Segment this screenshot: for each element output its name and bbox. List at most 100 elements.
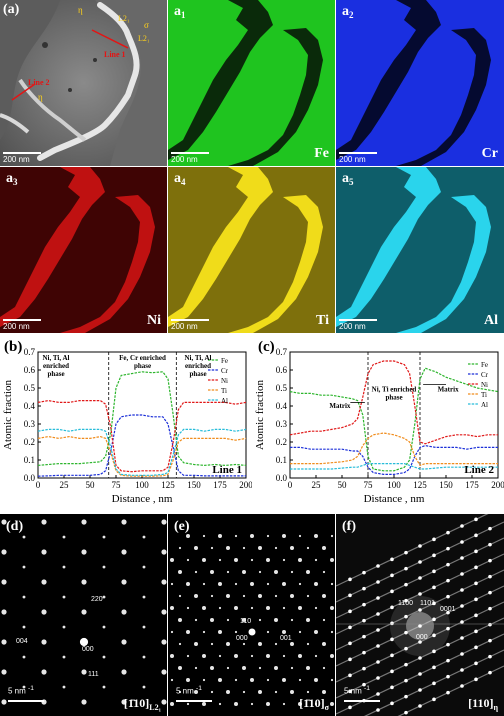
diffraction-spot xyxy=(418,624,422,628)
diffraction-spot xyxy=(488,558,492,563)
element-label-ti: Ti xyxy=(316,313,329,328)
diffraction-spot xyxy=(418,640,422,644)
diffraction-spot xyxy=(248,628,256,636)
diffraction-spot xyxy=(258,546,262,550)
diffraction-spot xyxy=(488,606,492,611)
diffraction-spot xyxy=(194,642,198,646)
y-tick-label: 0.4 xyxy=(24,401,36,411)
legend-label-fe: Fe xyxy=(221,357,228,365)
x-axis-label: Distance , nm xyxy=(112,493,173,505)
diffraction-spot xyxy=(348,593,352,598)
scale-bar xyxy=(8,700,44,702)
diffraction-spot xyxy=(404,630,408,635)
diffraction-spot xyxy=(170,630,174,634)
legend-label-ti: Ti xyxy=(221,387,227,395)
diffraction-spot xyxy=(186,606,190,610)
diffraction-spot xyxy=(474,677,478,682)
diffraction-spot xyxy=(362,602,366,607)
diffraction-spot xyxy=(348,625,352,630)
diffraction-spot xyxy=(404,550,408,555)
diffraction-spot xyxy=(194,594,198,598)
diffraction-spot xyxy=(376,564,380,568)
y-tick-label: 0.6 xyxy=(24,365,36,375)
diffraction-spot xyxy=(282,654,286,658)
legend-label-ti: Ti xyxy=(481,391,487,399)
x-tick-label: 150 xyxy=(187,480,201,490)
diffraction-spot xyxy=(488,670,492,675)
diffraction-spot xyxy=(322,666,326,670)
diffraction-spot xyxy=(314,534,318,538)
diffraction-spot xyxy=(218,606,222,610)
diffraction-spot xyxy=(306,642,310,646)
diffraction-spot xyxy=(41,639,47,645)
diffraction-spot xyxy=(314,558,318,562)
diffraction-spot xyxy=(62,625,66,629)
legend-label-ni: Ni xyxy=(221,377,228,385)
diffraction-spot xyxy=(290,642,294,646)
diffraction-spot xyxy=(446,610,450,615)
diffraction-spot xyxy=(362,570,366,575)
diffraction-spot xyxy=(142,655,146,659)
diffraction-spot xyxy=(298,558,302,562)
diffraction-spot xyxy=(258,618,262,622)
diffraction-spot xyxy=(161,669,167,675)
diffraction-spot xyxy=(258,642,262,646)
diffraction-spot xyxy=(258,690,262,694)
diffraction-spot xyxy=(274,546,278,550)
panel-f-diffraction: (f) 1100 1101 0001 000 5 nm -1 [110]η xyxy=(336,514,504,716)
diffraction-spot xyxy=(210,666,214,670)
diffraction-spot xyxy=(376,580,380,584)
diffraction-spot xyxy=(282,606,286,610)
diffraction-spot xyxy=(250,702,254,706)
diffraction-spot xyxy=(242,570,246,574)
diffraction-spot xyxy=(194,570,198,574)
diffraction-spot xyxy=(202,558,206,562)
diffraction-spot xyxy=(1,669,7,675)
diffraction-spot xyxy=(460,556,464,560)
scale-label: 200 nm xyxy=(171,155,198,164)
diffraction-spot xyxy=(298,606,302,610)
diffraction-spot xyxy=(178,690,182,694)
legend-label-cr: Cr xyxy=(221,367,229,375)
diffraction-spot xyxy=(202,582,206,586)
diffraction-spot xyxy=(102,535,106,539)
scale-label: 5 nm -1 xyxy=(344,685,370,696)
diffraction-spot xyxy=(432,649,436,654)
y-tick-label: 0.7 xyxy=(24,347,36,357)
eds-map-fe xyxy=(168,0,323,166)
diffraction-spot xyxy=(142,625,146,629)
diffraction-spot xyxy=(79,637,89,647)
diffraction-spot xyxy=(178,594,182,598)
scale-bar xyxy=(171,152,209,154)
diffraction-spot xyxy=(322,690,326,694)
diffraction-spot xyxy=(322,618,326,622)
diffraction-spot xyxy=(418,608,422,612)
spot-label-000: 000 xyxy=(416,634,428,641)
scale-label: 200 nm xyxy=(171,322,198,331)
diffraction-spot xyxy=(362,586,366,591)
panel-label-a: (a) xyxy=(3,2,20,17)
diffraction-spot xyxy=(210,690,214,694)
scale-label: 200 nm xyxy=(3,155,30,164)
panel-e-diffraction: (e) 110 000 001 5 nm -1 [1̄10]σ xyxy=(168,514,335,716)
y-axis-label: Atomic fraction xyxy=(254,380,266,450)
annotation-line-2: Line 2 xyxy=(28,78,50,87)
eds-map-al xyxy=(336,167,491,333)
diffraction-spot xyxy=(234,534,238,538)
diffraction-spot xyxy=(432,633,436,638)
diffraction-spot xyxy=(121,549,127,555)
diffraction-spot xyxy=(298,534,302,538)
phase-annotation: Fe, Cr enriched phase xyxy=(119,354,166,370)
diffraction-spot xyxy=(418,560,422,564)
diffraction-spot xyxy=(102,565,106,569)
diffraction-spot xyxy=(362,682,366,687)
x-tick-label: 175 xyxy=(465,480,479,490)
chart-b: (b) 0 25 50 75 100 125 150 175 200 0.0 0.1 0.2 0.3 0.… xyxy=(0,338,253,508)
diffraction-spot xyxy=(22,535,26,539)
x-tick-label: 200 xyxy=(239,480,252,490)
series-line-ni xyxy=(37,399,247,473)
diffraction-spot xyxy=(404,598,408,603)
spot-label-1101: 1101 xyxy=(420,600,436,607)
y-tick-label: 0.0 xyxy=(276,473,288,483)
diffraction-spot xyxy=(22,655,26,659)
